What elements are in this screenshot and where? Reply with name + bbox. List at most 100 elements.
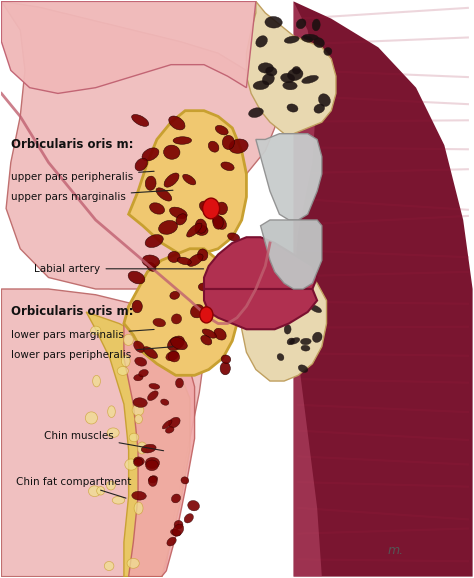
Text: upper pars marginalis: upper pars marginalis — [11, 190, 173, 202]
Ellipse shape — [191, 305, 204, 318]
Ellipse shape — [169, 417, 180, 428]
Ellipse shape — [124, 334, 133, 346]
Ellipse shape — [288, 68, 303, 80]
Ellipse shape — [256, 36, 267, 47]
Ellipse shape — [265, 16, 282, 28]
Ellipse shape — [177, 257, 191, 265]
Ellipse shape — [168, 251, 180, 262]
Ellipse shape — [133, 398, 147, 407]
Ellipse shape — [176, 214, 187, 225]
Ellipse shape — [258, 318, 268, 326]
Polygon shape — [204, 237, 317, 289]
Ellipse shape — [281, 73, 295, 83]
Ellipse shape — [132, 300, 142, 313]
Polygon shape — [256, 134, 322, 220]
Ellipse shape — [265, 67, 277, 76]
Circle shape — [200, 307, 213, 323]
Ellipse shape — [167, 336, 184, 351]
Ellipse shape — [248, 108, 264, 117]
Ellipse shape — [168, 351, 180, 362]
Text: m.: m. — [388, 543, 404, 557]
Ellipse shape — [135, 357, 146, 366]
Ellipse shape — [303, 34, 319, 40]
Ellipse shape — [144, 347, 157, 358]
Ellipse shape — [135, 158, 147, 171]
Ellipse shape — [134, 457, 145, 465]
Ellipse shape — [162, 420, 172, 429]
Ellipse shape — [161, 399, 169, 405]
Ellipse shape — [270, 297, 283, 306]
Ellipse shape — [125, 459, 137, 470]
Text: Orbicularis oris m:: Orbicularis oris m: — [11, 305, 133, 318]
Ellipse shape — [219, 256, 233, 264]
Ellipse shape — [149, 383, 160, 389]
Ellipse shape — [164, 173, 179, 187]
Polygon shape — [1, 1, 275, 289]
Ellipse shape — [181, 477, 189, 484]
Text: lower pars peripheralis: lower pars peripheralis — [11, 347, 173, 360]
Ellipse shape — [198, 283, 210, 291]
Polygon shape — [293, 1, 473, 577]
Ellipse shape — [97, 487, 105, 495]
Ellipse shape — [129, 434, 139, 442]
Ellipse shape — [156, 188, 172, 201]
Ellipse shape — [274, 270, 286, 278]
Ellipse shape — [147, 391, 158, 401]
Polygon shape — [293, 1, 322, 577]
Ellipse shape — [229, 139, 248, 153]
Ellipse shape — [215, 125, 228, 135]
Ellipse shape — [91, 326, 101, 335]
Ellipse shape — [182, 175, 196, 185]
Ellipse shape — [253, 81, 269, 90]
Ellipse shape — [258, 63, 273, 73]
Ellipse shape — [173, 524, 184, 536]
Ellipse shape — [165, 427, 174, 433]
Ellipse shape — [175, 378, 183, 388]
Ellipse shape — [200, 201, 214, 214]
Text: Chin fat compartment: Chin fat compartment — [16, 477, 131, 498]
Ellipse shape — [212, 215, 227, 229]
Ellipse shape — [135, 414, 142, 424]
Ellipse shape — [146, 457, 160, 469]
Ellipse shape — [255, 305, 263, 312]
Polygon shape — [124, 312, 195, 577]
Ellipse shape — [187, 223, 202, 237]
Ellipse shape — [216, 202, 228, 215]
Ellipse shape — [263, 299, 273, 305]
Polygon shape — [242, 266, 327, 381]
Ellipse shape — [319, 94, 330, 106]
Ellipse shape — [174, 520, 183, 529]
Ellipse shape — [148, 476, 157, 487]
Text: Orbicularis oris m:: Orbicularis oris m: — [11, 138, 133, 151]
Ellipse shape — [148, 476, 158, 483]
Ellipse shape — [287, 338, 294, 345]
Ellipse shape — [150, 203, 164, 214]
Ellipse shape — [132, 114, 149, 127]
Ellipse shape — [159, 220, 178, 234]
Ellipse shape — [324, 47, 332, 55]
Ellipse shape — [220, 362, 230, 375]
Ellipse shape — [284, 325, 291, 334]
Ellipse shape — [221, 355, 231, 364]
Ellipse shape — [92, 375, 100, 387]
Ellipse shape — [262, 73, 274, 85]
Ellipse shape — [262, 299, 269, 305]
Ellipse shape — [188, 501, 200, 511]
Text: Chin muscles: Chin muscles — [44, 431, 164, 451]
Ellipse shape — [198, 249, 208, 261]
Ellipse shape — [172, 494, 181, 503]
Polygon shape — [86, 312, 190, 577]
Ellipse shape — [172, 314, 182, 324]
Ellipse shape — [139, 369, 148, 377]
Polygon shape — [261, 220, 322, 289]
Ellipse shape — [221, 162, 234, 171]
Ellipse shape — [301, 338, 311, 344]
Text: Labial artery: Labial artery — [35, 264, 204, 274]
Ellipse shape — [137, 442, 147, 454]
Ellipse shape — [184, 514, 193, 523]
Ellipse shape — [213, 216, 223, 229]
Ellipse shape — [173, 137, 191, 144]
Ellipse shape — [171, 338, 187, 350]
Ellipse shape — [132, 491, 146, 500]
Ellipse shape — [301, 36, 313, 42]
